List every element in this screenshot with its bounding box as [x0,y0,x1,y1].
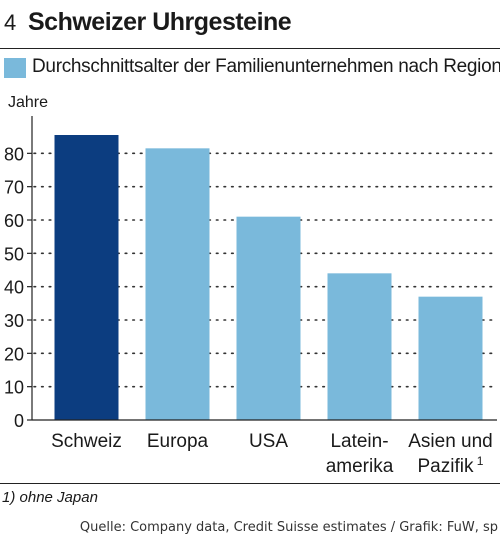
x-category-label: Asien und Pazifik 1 [408,431,493,477]
y-tick-label: 40 [4,278,24,298]
bar [54,135,119,420]
x-category-label: Europa [147,431,209,452]
bar [418,296,483,420]
y-axis-label: Jahre [8,94,49,111]
y-tick-label: 50 [4,244,24,264]
y-tick-label: 70 [4,178,24,198]
chart-title: Schweizer Uhrgesteine [28,8,292,36]
footnote-rule [0,483,500,484]
chart-header: 4 Schweizer Uhrgesteine [0,6,500,42]
x-category-label: Latein-amerika [326,431,394,477]
y-tick-label: 0 [14,411,24,431]
x-category-label: Schweiz [51,431,122,452]
y-tick-label: 20 [4,344,24,364]
header-rule [0,48,500,49]
bar [327,273,392,420]
legend-label: Durchschnittsalter der Familienunternehm… [32,56,500,77]
bar [145,148,210,421]
y-tick-label: 80 [4,144,24,164]
y-tick-label: 30 [4,311,24,331]
footnote: 1) ohne Japan [2,489,98,506]
source-credit: Quelle: Company data, Credit Suisse esti… [79,520,498,535]
x-category-label: USA [249,431,288,452]
figure-number: 4 [4,10,17,35]
y-tick-label: 10 [4,378,24,398]
legend-swatch [4,58,26,78]
y-tick-label: 60 [4,211,24,231]
bar [236,216,301,420]
